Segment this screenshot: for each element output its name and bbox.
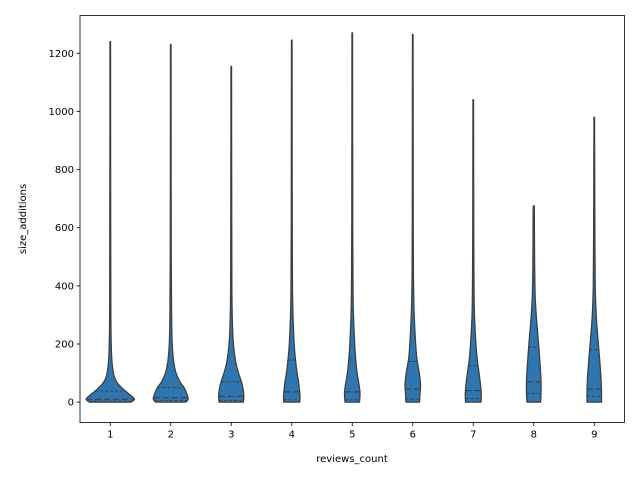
violin-1 [85,41,136,403]
x-tick-label-6: 6 [410,430,416,441]
y-tick-label-1000: 1000 [49,107,74,118]
x-axis: 1 2 3 4 5 6 7 8 9 [107,422,597,441]
violin-5 [343,32,361,403]
y-tick-label-400: 400 [55,281,74,292]
violin-9 [586,116,603,403]
y-tick-label-0: 0 [68,398,74,409]
x-tick-label-8: 8 [531,430,537,441]
x-axis-label: reviews_count [316,454,388,465]
x-tick-label-2: 2 [168,430,174,441]
violin-layer [85,32,603,403]
y-axis: 0 200 400 600 800 1000 1200 [49,49,80,409]
violin-2 [152,43,189,403]
violin-7 [464,99,482,403]
violin-3 [218,65,245,403]
x-tick-label-7: 7 [470,430,476,441]
violin-6 [404,33,422,403]
y-tick-label-200: 200 [55,340,74,351]
y-tick-label-800: 800 [55,165,74,176]
x-tick-label-5: 5 [349,430,355,441]
x-tick-label-1: 1 [107,430,113,441]
x-tick-label-4: 4 [289,430,295,441]
quartile-layer [86,346,602,402]
y-tick-label-1200: 1200 [49,49,74,60]
y-tick-label-600: 600 [55,223,74,234]
x-tick-label-9: 9 [591,430,597,441]
violin-4 [282,39,301,403]
x-tick-label-3: 3 [228,430,234,441]
y-axis-label: size_additions [18,184,29,254]
violin-8 [525,205,542,403]
